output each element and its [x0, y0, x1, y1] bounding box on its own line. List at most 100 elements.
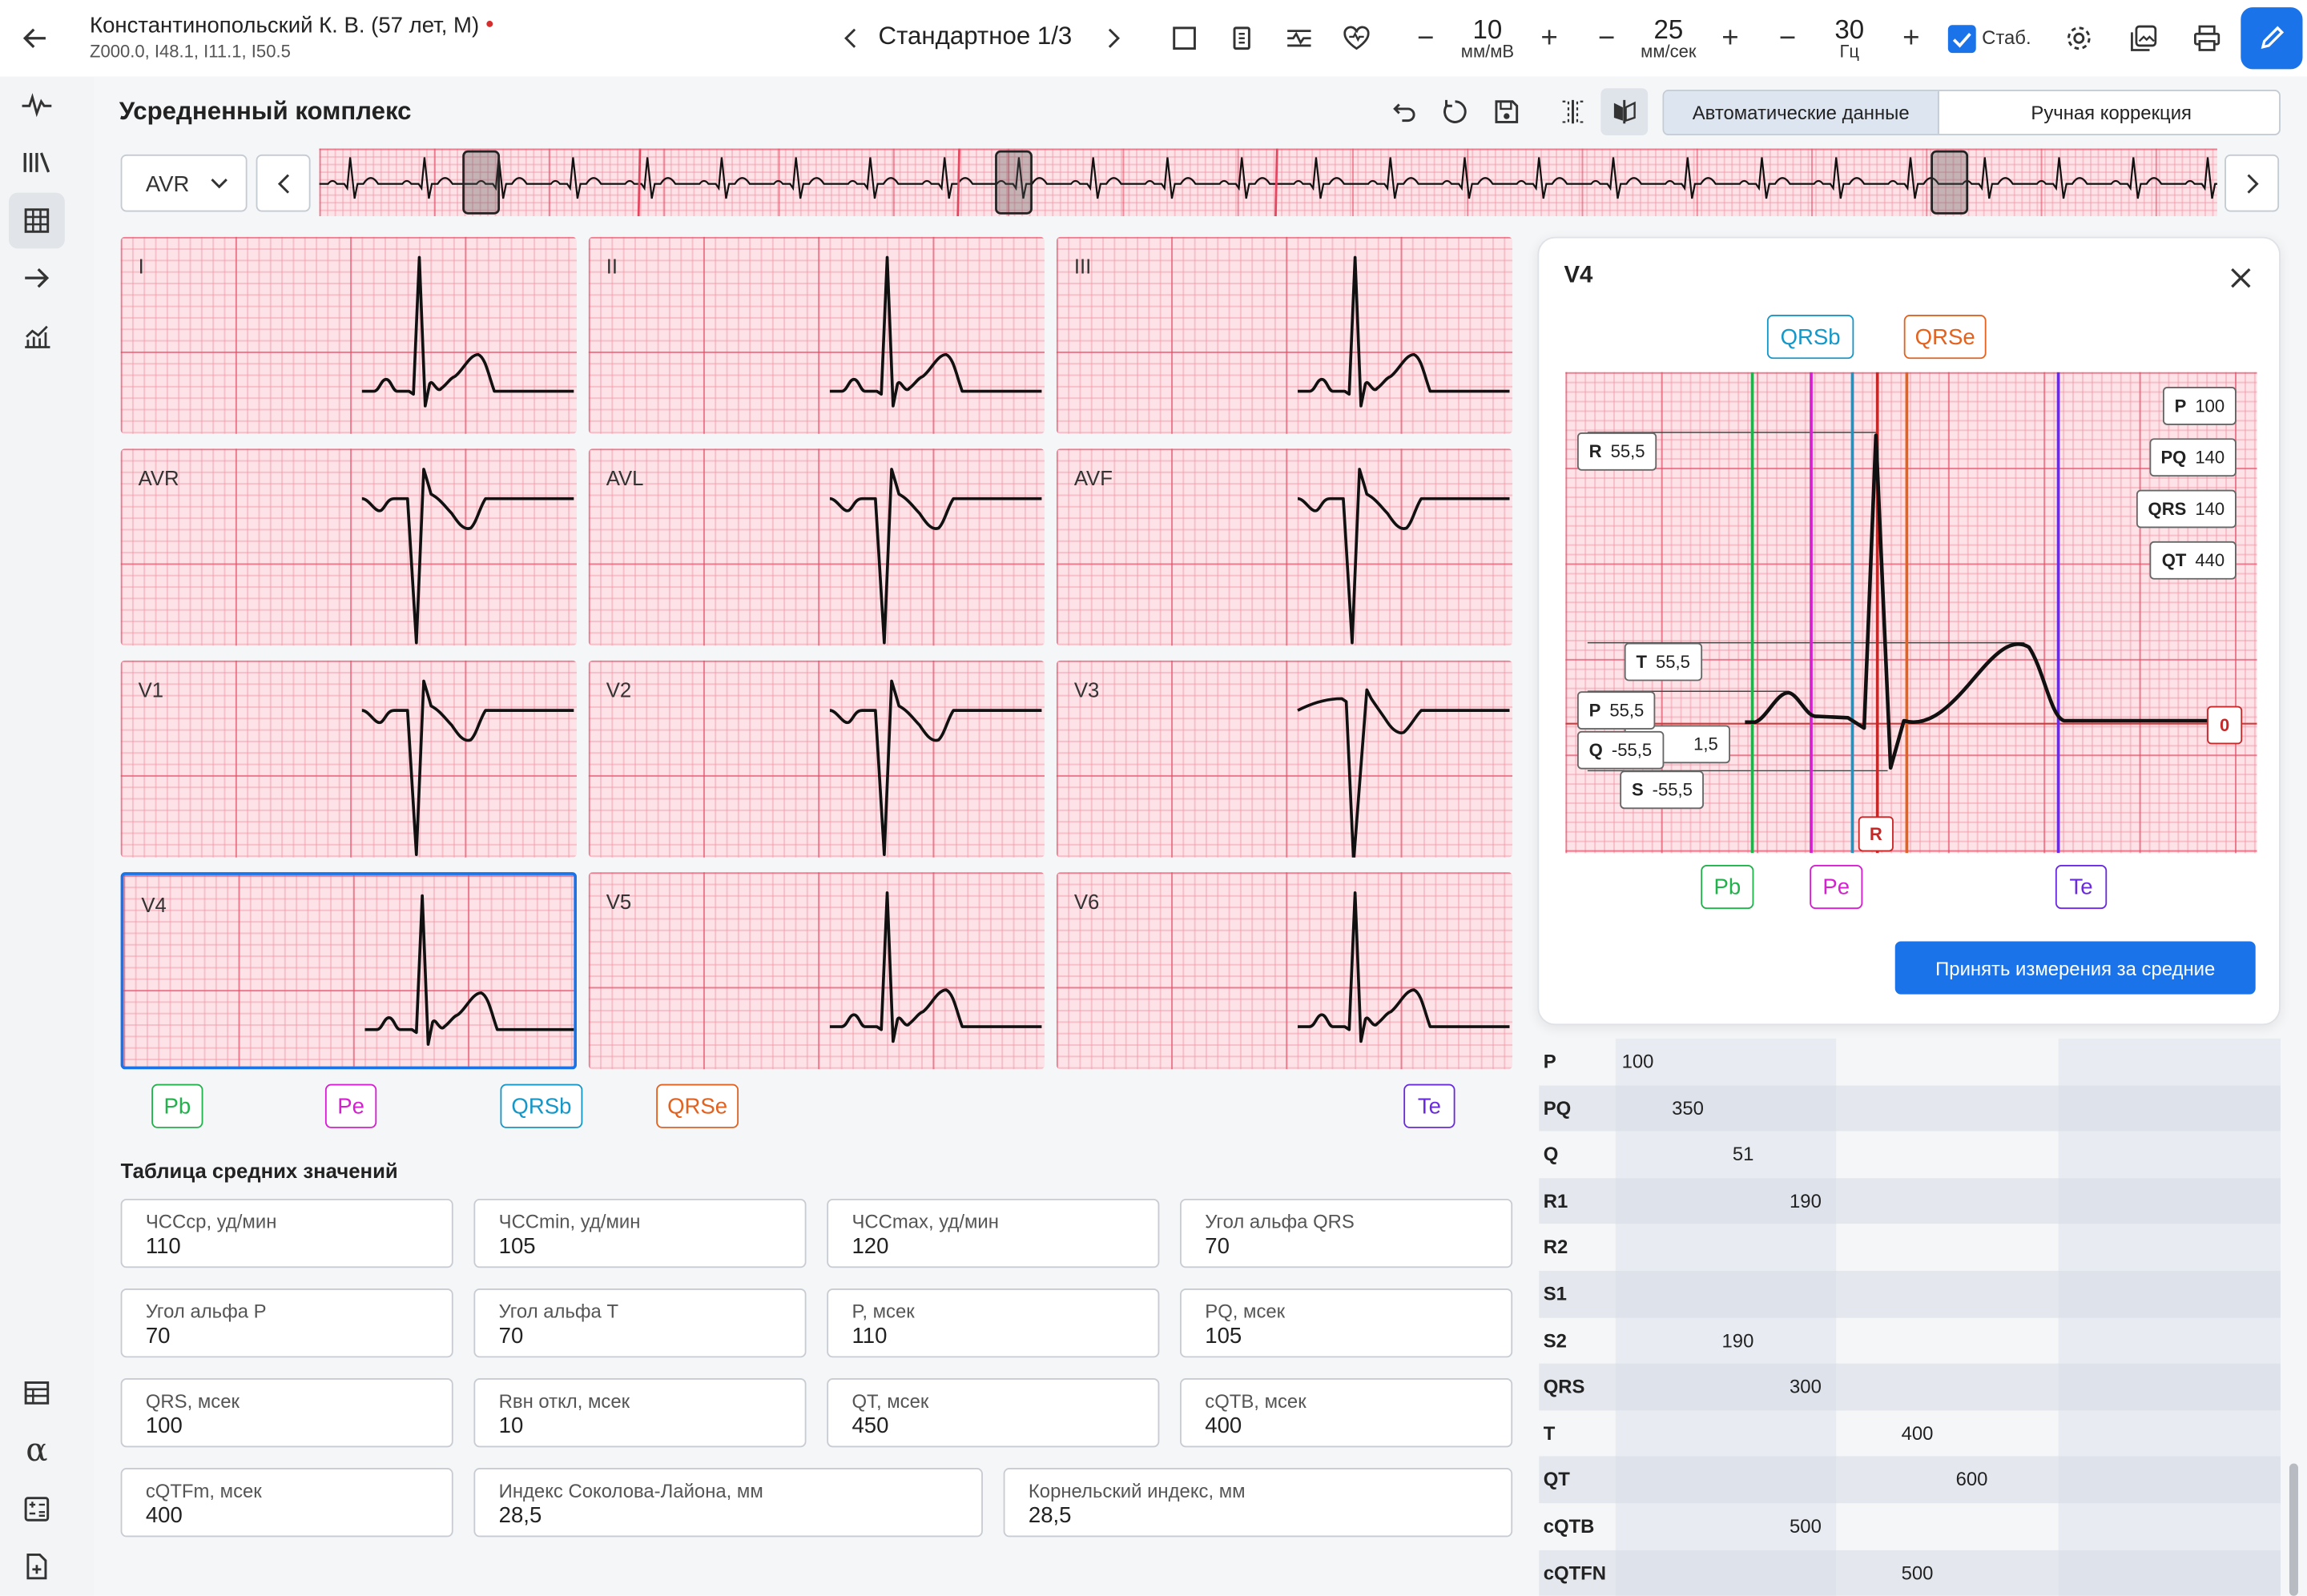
amp-minus-button[interactable]: −: [1417, 21, 1435, 54]
library-nav-icon[interactable]: [9, 134, 65, 190]
avg-field[interactable]: QRS, мсек 100: [120, 1378, 453, 1448]
reset-icon[interactable]: [1431, 88, 1479, 135]
print-icon[interactable]: [2184, 14, 2231, 62]
avg-field[interactable]: Корнельский индекс, мм 28,5: [1003, 1468, 1513, 1538]
side-table-name: Q: [1543, 1143, 1559, 1166]
avg-field[interactable]: PQ, мсек 105: [1180, 1288, 1513, 1358]
lead-panel-v4[interactable]: V4: [120, 872, 578, 1070]
strip-complex-window[interactable]: [995, 150, 1033, 215]
side-table-scrollbar[interactable]: [2289, 1463, 2298, 1596]
accept-measurements-button[interactable]: Принять измерения за средние: [1894, 941, 2256, 995]
marker-qrsb[interactable]: QRSb: [500, 1083, 583, 1128]
avg-field[interactable]: P, мсек 110: [827, 1288, 1160, 1358]
popup-marker-pb[interactable]: Pb: [1701, 865, 1754, 910]
amp-s-box[interactable]: S -55,5: [1620, 770, 1705, 810]
lead-panel-v6[interactable]: V6: [1056, 872, 1513, 1070]
avg-field[interactable]: Угол альфа P 70: [120, 1288, 453, 1358]
ecg-waveform: [1298, 891, 1510, 1043]
strip-complex-window[interactable]: [1931, 150, 1969, 215]
ecg-filter-icon[interactable]: [1275, 14, 1323, 62]
amp-p-box[interactable]: P 55,5: [1576, 691, 1657, 730]
grid-nav-icon[interactable]: [9, 192, 65, 249]
avg-field[interactable]: cQTFm, мсек 400: [120, 1468, 453, 1538]
popup-marker-qrsb[interactable]: QRSb: [1766, 315, 1854, 360]
back-arrow-icon[interactable]: [12, 14, 59, 62]
strip-next-button[interactable]: [2224, 154, 2280, 212]
lead-panel-v2[interactable]: V2: [588, 660, 1045, 858]
avg-field-value: 28,5: [498, 1503, 542, 1529]
analytics-nav-icon[interactable]: [9, 309, 65, 365]
marker-pb[interactable]: Pb: [151, 1083, 203, 1128]
column-view-icon[interactable]: [1218, 14, 1266, 62]
table-nav-icon[interactable]: [9, 1365, 65, 1421]
filter-plus-button[interactable]: +: [1902, 21, 1920, 54]
undo-icon[interactable]: [1382, 88, 1429, 135]
split-grid-icon[interactable]: [1549, 88, 1596, 135]
lead-select[interactable]: AVR: [120, 154, 248, 212]
add-file-nav-icon[interactable]: [9, 1538, 65, 1594]
side-table-name: S2: [1543, 1329, 1567, 1352]
single-view-icon[interactable]: [1161, 14, 1208, 62]
filter-minus-button[interactable]: −: [1778, 21, 1797, 54]
marker-qrse[interactable]: QRSe: [656, 1083, 739, 1128]
speed-plus-button[interactable]: +: [1721, 21, 1739, 54]
amp-plus-button[interactable]: +: [1540, 21, 1558, 54]
settings-gear-icon[interactable]: [2055, 14, 2103, 62]
amp-r-box[interactable]: R 55,5: [1576, 432, 1657, 471]
tab-manual-correction[interactable]: Ручная коррекция: [2031, 101, 2192, 124]
popup-marker-qrse[interactable]: QRSe: [1903, 315, 1987, 360]
stab-checkbox[interactable]: [1947, 25, 1976, 54]
next-mode-chevron-icon[interactable]: [1096, 14, 1131, 62]
avg-field[interactable]: ЧССmin, уд/мин 105: [473, 1198, 807, 1268]
marker-pe[interactable]: Pe: [324, 1083, 377, 1128]
prev-mode-chevron-icon[interactable]: [833, 14, 868, 62]
zero-line-label[interactable]: 0: [2207, 706, 2243, 745]
chevron-right-icon: [2246, 173, 2258, 193]
lead-panel-avf[interactable]: AVF: [1056, 448, 1513, 646]
gallery-icon[interactable]: [2120, 14, 2168, 62]
avg-field-label: QT, мсек: [852, 1389, 929, 1413]
side-table-name: QT: [1543, 1468, 1570, 1491]
avg-field[interactable]: Индекс Соколова-Лайона, мм 28,5: [473, 1468, 983, 1538]
avg-field[interactable]: Rвн откл, мсек 10: [473, 1378, 807, 1448]
lead-panel-avr[interactable]: AVR: [120, 448, 578, 646]
save-icon[interactable]: [1483, 88, 1530, 135]
amp-t-box[interactable]: T 55,5: [1624, 642, 1702, 681]
strip-prev-button[interactable]: [256, 154, 311, 212]
lead-panel-v5[interactable]: V5: [588, 872, 1045, 1070]
avg-field[interactable]: ЧССmax, уд/мин 120: [827, 1198, 1160, 1268]
avg-field[interactable]: Угол альфа T 70: [473, 1288, 807, 1358]
popup-marker-pe[interactable]: Pe: [1810, 865, 1863, 910]
stab-label: Стаб.: [1982, 26, 2031, 49]
lead-label: V6: [1073, 890, 1100, 914]
lead-panel-i[interactable]: I: [120, 236, 578, 434]
lead-panel-ii[interactable]: II: [588, 236, 1045, 434]
close-icon[interactable]: [2224, 262, 2257, 294]
tab-auto-data[interactable]: Автоматические данные: [1664, 90, 1939, 135]
side-table-row: QT 600: [1539, 1457, 2281, 1504]
amp-q-box[interactable]: Q -55,5: [1576, 730, 1664, 770]
rhythm-strip[interactable]: [319, 148, 2252, 217]
arrow-right-nav-icon[interactable]: [9, 250, 65, 306]
compare-view-icon[interactable]: [1600, 88, 1649, 135]
heart-pulse-icon[interactable]: [1333, 14, 1380, 62]
strip-complex-window[interactable]: [462, 150, 501, 215]
lead-panel-avl[interactable]: AVL: [588, 448, 1045, 646]
speed-minus-button[interactable]: −: [1597, 21, 1616, 54]
alpha-nav-icon[interactable]: α: [26, 1432, 48, 1469]
detail-ecg-plot[interactable]: [1565, 372, 2257, 854]
pulse-nav-icon[interactable]: [9, 77, 65, 133]
avg-field[interactable]: cQTB, мсек 400: [1180, 1378, 1513, 1448]
lead-panel-v3[interactable]: V3: [1056, 660, 1513, 858]
edit-pencil-button[interactable]: [2241, 7, 2303, 70]
calculator-nav-icon[interactable]: [9, 1481, 65, 1538]
r-peak-label[interactable]: R: [1858, 816, 1894, 852]
avg-field[interactable]: QT, мсек 450: [827, 1378, 1160, 1448]
marker-te[interactable]: Te: [1403, 1083, 1455, 1128]
avg-field[interactable]: Угол альфа QRS 70: [1180, 1198, 1513, 1268]
lead-panel-iii[interactable]: III: [1056, 236, 1513, 434]
avg-field[interactable]: ЧССср, уд/мин 110: [120, 1198, 453, 1268]
ecg-waveform: [1297, 468, 1510, 645]
lead-panel-v1[interactable]: V1: [120, 660, 578, 858]
popup-marker-te[interactable]: Te: [2055, 865, 2108, 910]
